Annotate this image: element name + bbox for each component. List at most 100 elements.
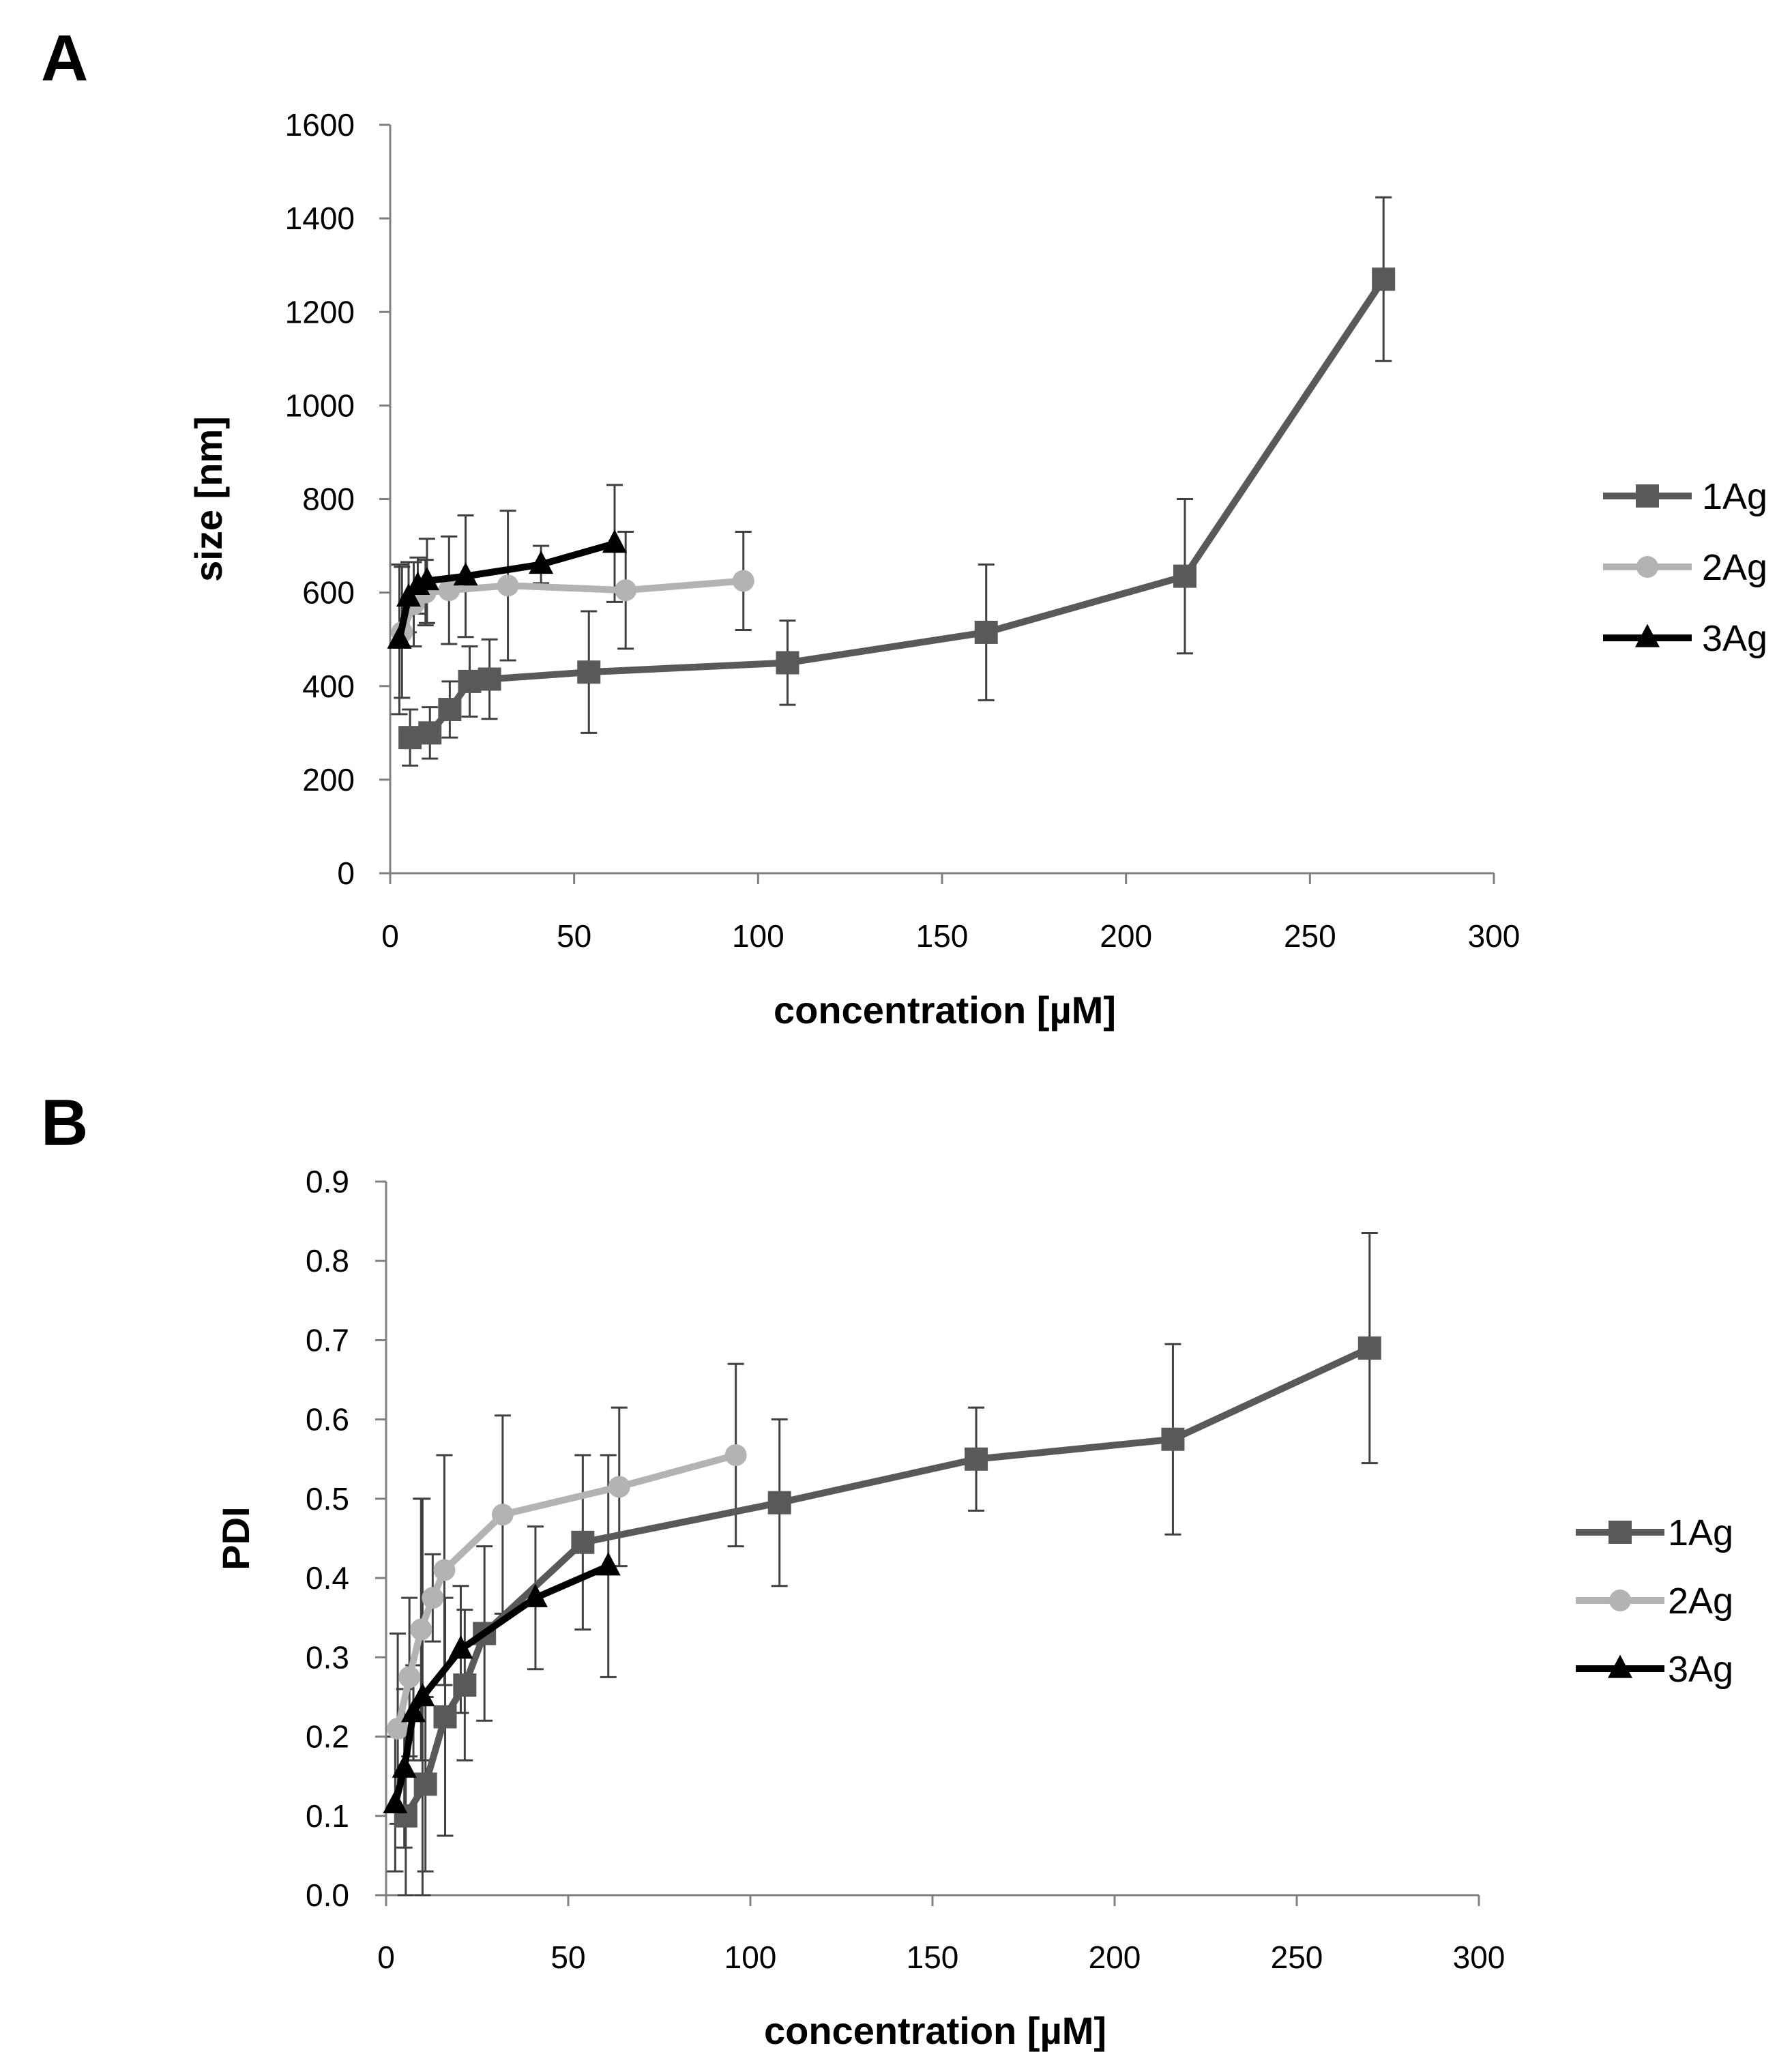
data-point-1Ag: [577, 660, 601, 684]
data-point-1Ag: [965, 1447, 988, 1471]
legend-marker: [1608, 1654, 1632, 1678]
legend-label: 1Ag: [1702, 476, 1767, 517]
data-point-2Ag: [732, 570, 754, 592]
data-point-1Ag: [1372, 267, 1396, 291]
data-point-1Ag: [767, 1491, 791, 1515]
data-point-2Ag: [615, 579, 637, 602]
data-point-2Ag: [491, 1504, 514, 1526]
data-point-1Ag: [1161, 1427, 1185, 1451]
x-tick-label: 250: [1284, 918, 1336, 954]
data-point-3Ag: [387, 625, 412, 649]
data-point-3Ag: [392, 1754, 417, 1778]
data-point-2Ag: [410, 1618, 432, 1641]
legend-label: 2Ag: [1702, 547, 1767, 588]
data-point-2Ag: [433, 1559, 456, 1581]
data-point-1Ag: [1173, 564, 1196, 588]
data-point-2Ag: [387, 1717, 409, 1740]
y-tick-label: 800: [302, 482, 355, 517]
x-tick-label: 200: [1089, 1940, 1141, 1975]
data-point-1Ag: [413, 1772, 437, 1796]
y-axis-title: size [nm]: [187, 416, 230, 582]
x-tick-label: 50: [550, 1940, 585, 1975]
legend-label: 2Ag: [1668, 1581, 1733, 1622]
data-point-3Ag: [410, 1682, 435, 1707]
x-axis-title: concentration [µM]: [764, 2009, 1106, 2052]
series-line-2Ag: [394, 1451, 739, 1732]
y-tick-label: 400: [302, 669, 355, 704]
x-tick-label: 200: [1100, 918, 1152, 954]
data-point-1Ag: [398, 726, 422, 750]
data-point-3Ag: [596, 1552, 621, 1576]
data-point-3Ag: [383, 1789, 408, 1814]
legend-item-1Ag: 1Ag: [1603, 476, 1767, 517]
legend-label: 1Ag: [1668, 1512, 1733, 1553]
data-point-1Ag: [974, 620, 998, 644]
panel-letter-b: B: [41, 1086, 88, 1159]
legend-marker: [1635, 624, 1660, 647]
y-axis-title: PDI: [214, 1506, 257, 1570]
x-tick-label: 150: [907, 1940, 959, 1975]
y-tick-label: 0.3: [306, 1639, 349, 1675]
legend-item-1Ag: 1Ag: [1576, 1512, 1733, 1553]
data-point-2Ag: [608, 1476, 630, 1498]
legend-label: 3Ag: [1702, 618, 1767, 659]
series-line-1Ag: [402, 1345, 1373, 1819]
x-tick-label: 0: [381, 918, 399, 954]
chart-pdi: 0.0 0.1 0.2 0.3 0.4 0.5 0.6 0.7 0.8 0.9 0 50 100 150 2…: [214, 1164, 1733, 2052]
data-point-3Ag: [602, 529, 627, 553]
data-point-2Ag: [398, 1666, 421, 1688]
legend-marker: [1636, 484, 1659, 508]
data-point-1Ag: [458, 669, 482, 693]
y-tick-label: 0: [337, 855, 355, 891]
data-point-1Ag: [478, 667, 501, 691]
data-point-1Ag: [571, 1530, 595, 1554]
data-point-1Ag: [453, 1673, 477, 1697]
y-tick-label: 0.2: [306, 1719, 349, 1755]
x-tick-label: 250: [1271, 1940, 1323, 1975]
y-tick-label: 200: [302, 762, 355, 798]
y-tick-label: 0.8: [306, 1243, 349, 1278]
y-tick-label: 0.7: [306, 1322, 349, 1358]
data-point-2Ag: [497, 574, 519, 597]
y-tick-label: 0.1: [306, 1798, 349, 1834]
data-point-3Ag: [453, 562, 478, 586]
y-tick-label: 0.5: [306, 1481, 349, 1517]
x-tick-label: 150: [916, 918, 969, 954]
y-tick-label: 600: [302, 575, 355, 611]
legend-marker: [1609, 1590, 1631, 1611]
data-point-3Ag: [414, 566, 439, 591]
data-point-2Ag: [422, 1587, 444, 1609]
y-tick-label: 0.4: [306, 1560, 349, 1596]
x-tick-label: 300: [1468, 918, 1521, 954]
panel-letter-a: A: [41, 22, 88, 95]
x-tick-label: 300: [1453, 1940, 1505, 1975]
data-point-3Ag: [448, 1635, 473, 1659]
data-point-3Ag: [401, 1699, 426, 1723]
legend-item-3Ag: 3Ag: [1576, 1649, 1733, 1690]
x-tick-label: 50: [557, 918, 591, 954]
y-tick-label: 0.9: [306, 1164, 349, 1199]
y-tick-label: 0.6: [306, 1402, 349, 1437]
legend-marker: [1609, 1521, 1632, 1544]
x-axis-title: concentration [µM]: [774, 989, 1116, 1032]
data-point-2Ag: [724, 1444, 747, 1466]
legend-label: 3Ag: [1668, 1649, 1733, 1690]
data-point-3Ag: [523, 1583, 548, 1607]
x-tick-label: 0: [377, 1940, 395, 1975]
data-point-1Ag: [418, 721, 442, 745]
data-point-1Ag: [438, 698, 462, 722]
data-point-1Ag: [776, 651, 799, 675]
data-point-1Ag: [1357, 1336, 1381, 1360]
y-tick-label: 1400: [285, 201, 355, 236]
y-tick-label: 1600: [285, 107, 355, 143]
data-point-1Ag: [433, 1705, 457, 1729]
y-tick-label: 1200: [285, 294, 355, 330]
x-tick-label: 100: [724, 1940, 777, 1975]
data-point-3Ag: [529, 550, 554, 574]
legend-item-2Ag: 2Ag: [1603, 547, 1767, 588]
y-tick-label: 1000: [285, 387, 355, 423]
legend-marker: [1636, 556, 1658, 578]
y-tick-label: 0.0: [306, 1877, 349, 1913]
series-line-1Ag: [407, 276, 1387, 742]
